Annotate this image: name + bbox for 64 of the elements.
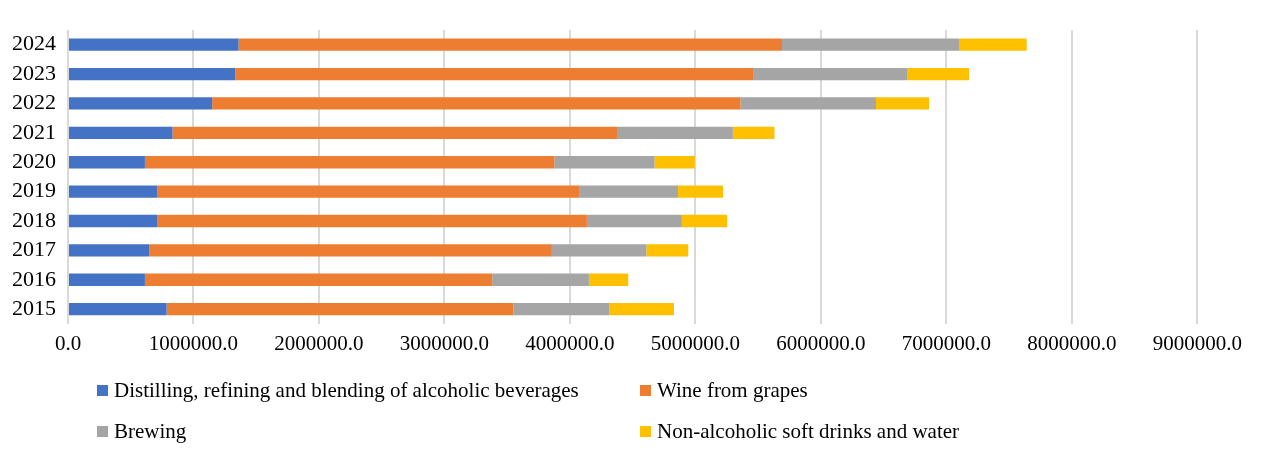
bar <box>579 185 678 198</box>
bar <box>69 126 173 139</box>
x-tick-label: 4000000.0 <box>525 330 615 355</box>
y-tick-label: 2023 <box>12 59 56 85</box>
y-tick-label: 2024 <box>12 30 56 56</box>
bar <box>609 302 674 316</box>
x-tick-label: 6000000.0 <box>776 330 866 355</box>
bar <box>677 185 724 198</box>
bar <box>69 214 158 228</box>
y-tick-label: 2021 <box>12 118 56 144</box>
y-tick-label: 2016 <box>12 265 56 291</box>
y-tick-label: 2020 <box>12 147 56 173</box>
bar <box>69 67 236 81</box>
bar <box>586 214 682 228</box>
x-tick-label: 0.0 <box>54 330 82 355</box>
bar <box>69 185 158 198</box>
y-tick-label: 2022 <box>12 89 56 115</box>
y-tick-label: 2017 <box>12 236 56 262</box>
x-tick-label: 2000000.0 <box>274 330 364 355</box>
bar <box>782 38 959 51</box>
bar <box>157 214 587 228</box>
bar <box>166 302 514 316</box>
bar <box>681 214 728 228</box>
bar <box>554 156 655 169</box>
y-tick-label: 2015 <box>12 294 56 320</box>
bar <box>69 156 145 169</box>
legend-label: Wine from grapes <box>657 378 808 403</box>
x-tick-label: 9000000.0 <box>1152 330 1242 355</box>
bar <box>172 126 617 139</box>
bar <box>69 38 239 51</box>
bar <box>157 185 580 198</box>
bar <box>69 97 213 110</box>
bar <box>144 156 555 169</box>
bar <box>907 67 969 81</box>
bar <box>492 273 589 286</box>
bar <box>740 97 877 110</box>
x-tick-label: 5000000.0 <box>650 330 741 355</box>
bar <box>149 244 552 257</box>
bar <box>69 273 145 286</box>
bar <box>732 126 775 139</box>
bar <box>69 302 167 316</box>
legend-label: Non-alcoholic soft drinks and water <box>657 419 960 444</box>
bar <box>212 97 741 110</box>
x-tick-label: 3000000.0 <box>399 330 490 355</box>
legend-label: Distilling, refining and blending of alcoholic beverages <box>114 378 579 403</box>
bar <box>69 244 150 257</box>
bar <box>588 273 629 286</box>
bar <box>646 244 689 257</box>
y-tick-label: 2018 <box>12 206 56 232</box>
bar <box>753 67 907 81</box>
legend-label: Brewing <box>114 419 187 444</box>
x-tick-label: 7000000.0 <box>901 330 992 355</box>
bar <box>654 156 695 169</box>
bar <box>551 244 647 257</box>
x-tick-label: 1000000.0 <box>148 330 239 355</box>
bar <box>958 38 1027 51</box>
bar <box>513 302 610 316</box>
bar <box>238 38 783 51</box>
bar <box>235 67 754 81</box>
bar <box>144 273 493 286</box>
bar <box>876 97 930 110</box>
bar <box>617 126 733 139</box>
y-tick-label: 2019 <box>12 177 56 203</box>
x-tick-label: 8000000.0 <box>1027 330 1117 355</box>
